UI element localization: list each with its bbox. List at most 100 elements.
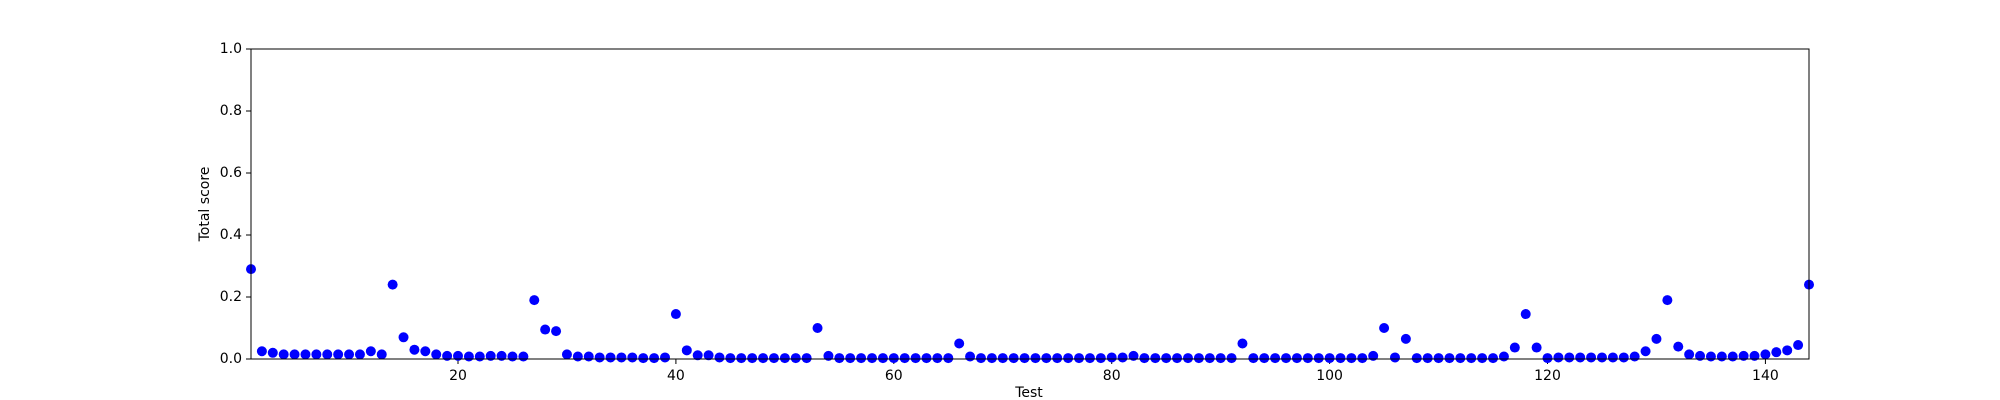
point bbox=[801, 353, 812, 364]
point bbox=[551, 326, 562, 337]
point bbox=[1488, 353, 1499, 364]
point bbox=[1618, 352, 1629, 363]
point bbox=[431, 349, 442, 360]
point bbox=[1629, 351, 1640, 362]
point bbox=[1324, 353, 1335, 364]
point bbox=[1095, 353, 1106, 364]
point bbox=[954, 338, 965, 349]
point bbox=[627, 352, 638, 363]
point bbox=[289, 349, 300, 360]
point bbox=[616, 352, 627, 363]
point bbox=[1673, 341, 1684, 352]
point bbox=[1400, 333, 1411, 344]
point bbox=[1542, 353, 1553, 364]
y-axis-label: Total score bbox=[197, 167, 213, 243]
point bbox=[518, 351, 529, 362]
point bbox=[681, 345, 692, 356]
point bbox=[1509, 342, 1520, 353]
point bbox=[354, 349, 365, 360]
point bbox=[1389, 352, 1400, 363]
point bbox=[1760, 349, 1771, 360]
point bbox=[823, 350, 834, 361]
point bbox=[1204, 353, 1215, 364]
y-tick-label: 0.8 bbox=[220, 103, 242, 119]
point bbox=[344, 349, 355, 360]
point bbox=[572, 351, 583, 362]
point bbox=[1313, 353, 1324, 364]
point bbox=[1531, 342, 1542, 353]
point bbox=[1498, 351, 1509, 362]
point bbox=[376, 349, 387, 360]
point bbox=[725, 353, 736, 364]
point bbox=[1270, 353, 1281, 364]
point bbox=[747, 353, 758, 364]
point bbox=[1738, 350, 1749, 361]
point bbox=[1172, 353, 1183, 364]
point bbox=[583, 351, 594, 362]
point bbox=[267, 347, 278, 358]
point bbox=[1651, 333, 1662, 344]
point bbox=[1291, 353, 1302, 364]
point bbox=[398, 332, 409, 343]
x-tick-label: 80 bbox=[1103, 368, 1121, 384]
point bbox=[1411, 353, 1422, 364]
point bbox=[638, 353, 649, 364]
point bbox=[300, 349, 311, 360]
point bbox=[1128, 350, 1139, 361]
point bbox=[1596, 352, 1607, 363]
point bbox=[790, 353, 801, 364]
point bbox=[1444, 353, 1455, 364]
point bbox=[1248, 353, 1259, 364]
point bbox=[1607, 352, 1618, 363]
x-tick-label: 60 bbox=[885, 368, 903, 384]
point bbox=[420, 346, 431, 357]
point bbox=[1226, 353, 1237, 364]
point bbox=[714, 352, 725, 363]
point bbox=[1716, 351, 1727, 362]
point bbox=[1117, 352, 1128, 363]
point bbox=[1030, 353, 1041, 364]
point bbox=[1771, 347, 1782, 358]
point bbox=[1052, 353, 1063, 364]
point bbox=[1302, 353, 1313, 364]
point bbox=[322, 349, 333, 360]
point bbox=[877, 353, 888, 364]
x-axis-label: Test bbox=[1014, 385, 1043, 400]
point bbox=[442, 350, 453, 361]
point bbox=[1215, 353, 1226, 364]
point bbox=[1477, 353, 1488, 364]
point bbox=[1749, 350, 1760, 361]
point bbox=[1379, 323, 1390, 333]
point bbox=[1237, 338, 1248, 349]
point bbox=[1782, 345, 1793, 356]
x-tick-label: 100 bbox=[1316, 368, 1343, 384]
y-tick-label: 0.6 bbox=[220, 165, 242, 181]
point bbox=[1139, 353, 1150, 364]
point bbox=[1705, 351, 1716, 362]
point bbox=[1281, 353, 1292, 364]
point bbox=[1564, 352, 1575, 363]
point bbox=[463, 351, 474, 362]
point bbox=[387, 279, 398, 290]
point bbox=[845, 353, 856, 364]
point bbox=[812, 323, 823, 333]
point bbox=[867, 353, 878, 364]
x-tick-label: 120 bbox=[1534, 368, 1561, 384]
point bbox=[856, 353, 867, 364]
point bbox=[529, 295, 540, 306]
point bbox=[1357, 353, 1368, 364]
y-tick-label: 0.0 bbox=[220, 351, 242, 367]
point bbox=[1084, 353, 1095, 364]
plot-frame bbox=[250, 48, 1810, 360]
point bbox=[1074, 353, 1085, 364]
point bbox=[932, 353, 943, 364]
point bbox=[910, 353, 921, 364]
point bbox=[692, 350, 703, 361]
point bbox=[779, 353, 790, 364]
point bbox=[921, 353, 932, 364]
point bbox=[1335, 353, 1346, 364]
point bbox=[485, 350, 496, 361]
point bbox=[736, 353, 747, 364]
